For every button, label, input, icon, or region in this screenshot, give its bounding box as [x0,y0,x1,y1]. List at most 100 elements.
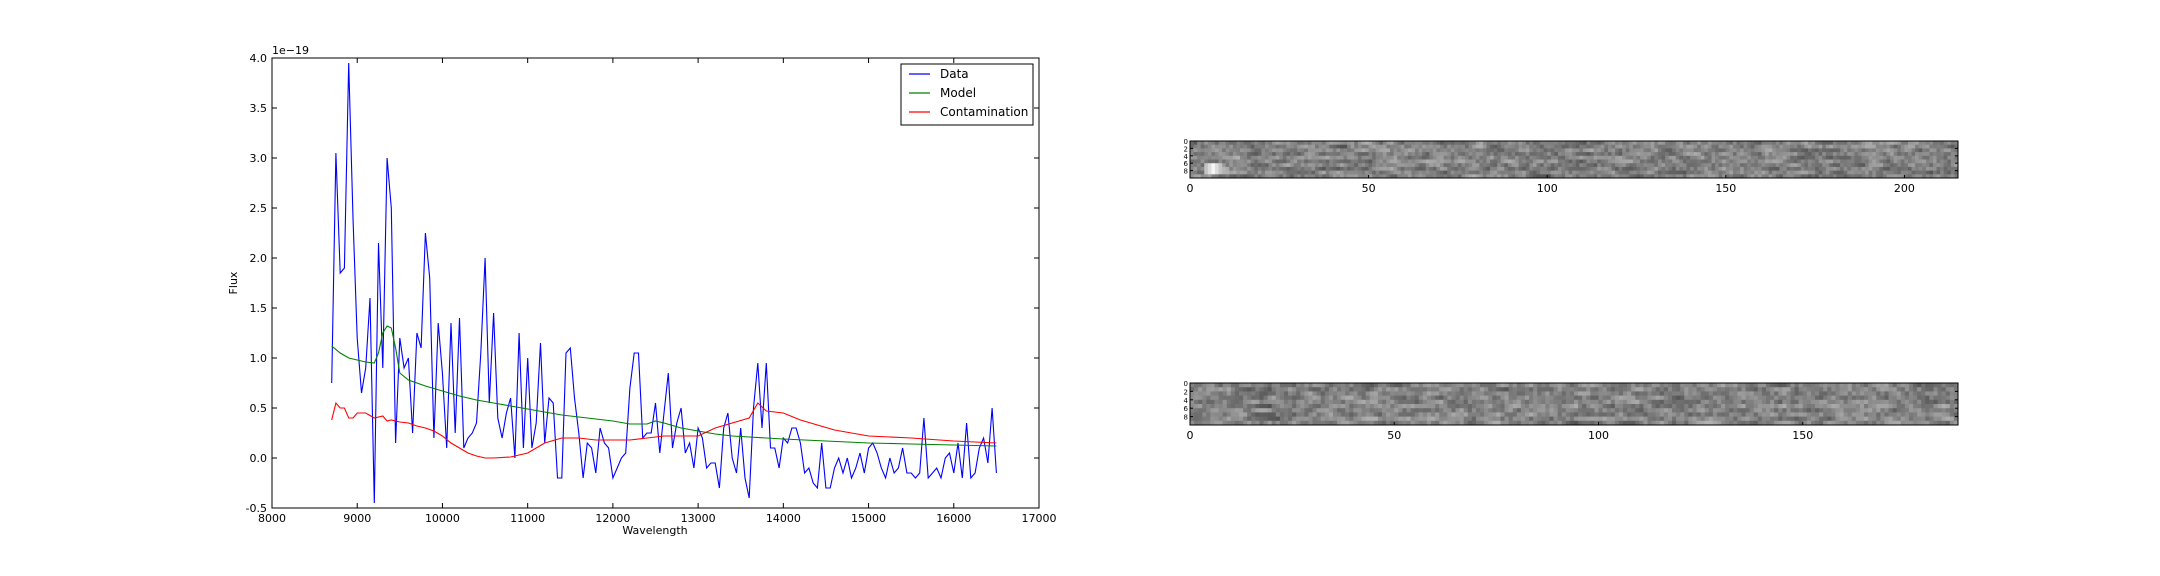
heatmap-cell [1259,383,1265,388]
heatmap-cell [1850,155,1856,161]
heatmap-cell [1766,387,1771,392]
heatmap-cell [1590,148,1595,153]
heatmap-cell [1515,159,1520,164]
heatmap-cell [1635,383,1640,388]
heatmap-cell [1259,412,1265,418]
heatmap-cell [1779,166,1784,172]
heatmap-cell [1345,408,1350,413]
heatmap-cell [1778,412,1783,418]
heatmap-cell [1402,416,1408,422]
heatmap-cell [1455,383,1461,388]
heatmap-cell [1204,155,1209,161]
heatmap-cell [1900,144,1906,149]
heatmap-cell [1415,144,1420,149]
heatmap-cell [1382,170,1388,175]
heatmap-cell [1394,404,1399,409]
heatmap-cell [1454,148,1459,153]
heatmap-cell [1480,412,1485,418]
heatmap-cell [1882,163,1888,168]
heatmap-cell [1190,416,1195,422]
heatmap-cell [1604,166,1609,172]
heatmap-cell [1471,404,1477,409]
heatmap-cell [1554,174,1559,178]
heatmap-cell [1831,416,1837,422]
heatmap-cell [1610,391,1616,397]
heatmap-cell [1225,159,1230,164]
heatmap-cell [1347,166,1352,172]
heatmap-cell [1486,166,1491,172]
heatmap-cell [1190,408,1195,413]
heatmap-cell [1297,159,1302,164]
heatmap-cell [1357,155,1363,161]
heatmap-cell [1753,420,1759,425]
heatmap-cell [1311,152,1316,157]
heatmap-cell [1597,166,1602,172]
heatmap-cell [1782,399,1788,405]
heatmap-cell [1479,174,1484,178]
heatmap-cell [1304,391,1310,397]
heatmap-cell [1650,148,1655,153]
heatmap-cell [1611,170,1616,175]
heatmap-cell [1525,141,1530,146]
heatmap-cell [1590,408,1596,413]
heatmap-cell [1272,152,1277,157]
heatmap-cell [1533,391,1538,397]
heatmap-cell [1275,383,1281,388]
heatmap-cell [1941,404,1947,409]
heatmap-cell [1704,166,1709,172]
heatmap-cell [1711,152,1716,157]
heatmap-cell [1794,391,1800,397]
heatmap-cell [1629,148,1634,153]
heatmap-cell [1432,141,1438,146]
heatmap-cell [1308,383,1314,388]
heatmap-cell [1210,399,1216,405]
heatmap-cell [1733,412,1739,418]
heatmap-cell [1704,391,1710,397]
heatmap-cell [1332,387,1338,392]
heatmap-cell [1206,383,1212,388]
heatmap-cell [1802,420,1808,425]
heatmap-cell [1815,395,1820,401]
heatmap-cell [1318,170,1323,175]
heatmap-cell [1459,416,1465,422]
heatmap-cell [1439,399,1444,405]
heatmap-cell [1876,420,1881,425]
heatmap-cell [1770,412,1775,418]
heatmap-cell [1700,404,1706,409]
heatmap-cell [1918,159,1923,164]
heatmap-cell [1337,408,1342,413]
heatmap-cell [1226,404,1232,409]
heatmap-cell [1696,383,1702,388]
heatmap-cell [1716,420,1722,425]
heatmap-cell [1475,155,1480,161]
heatmap-cell [1198,404,1203,409]
heatmap-cell [1537,404,1542,409]
heatmap-cell [1708,395,1714,401]
heatmap-cell [1386,174,1391,178]
heatmap-cell [1565,174,1570,178]
heatmap-cell [1647,383,1653,388]
heatmap-cell [1198,395,1203,401]
heatmap-cell [1770,416,1775,422]
heatmap-cell [1929,159,1934,164]
heatmap-cell [1737,383,1743,388]
heatmap-cell [1772,141,1777,146]
heatmap-cell [1357,383,1363,388]
heatmap-cell [1712,420,1718,425]
heatmap-cell [1522,152,1527,157]
heatmap-cell [1943,170,1948,175]
heatmap-cell [1443,412,1448,418]
heatmap-cell [1657,155,1663,161]
heatmap-cell [1340,144,1345,149]
heatmap-cell [1286,141,1291,146]
heatmap-cell [1222,391,1228,397]
heatmap-cell [1255,383,1261,388]
heatmap-cell [1607,141,1613,146]
heatmap-cell [1598,404,1604,409]
heatmap-cell [1741,399,1747,405]
heatmap-cell [1786,416,1792,422]
heatmap-cell [1822,144,1827,149]
heatmap-cell [1547,166,1552,172]
heatmap-cell [1402,408,1408,413]
heatmap-cell [1279,399,1285,405]
